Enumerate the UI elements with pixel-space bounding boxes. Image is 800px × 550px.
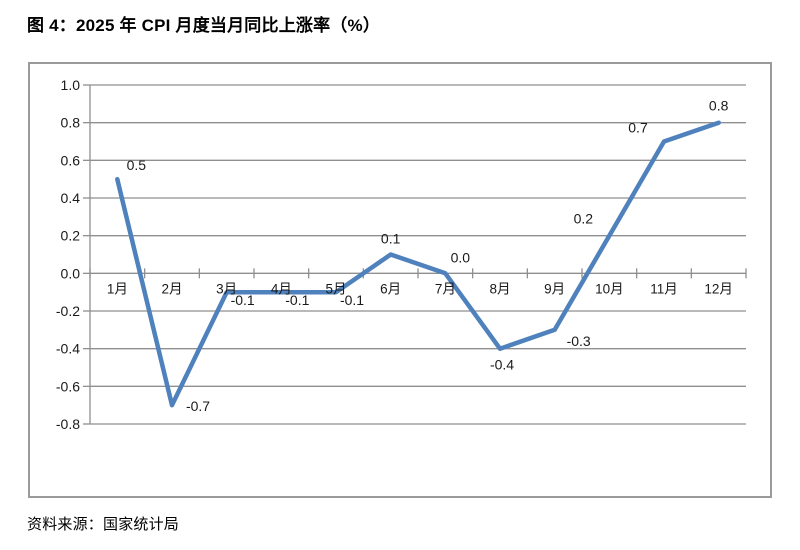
y-tick-label: 1.0 bbox=[61, 77, 81, 93]
data-label: -0.1 bbox=[340, 292, 364, 308]
y-tick-label: -0.4 bbox=[56, 341, 80, 357]
x-tick-label: 6月 bbox=[380, 281, 401, 296]
data-label: 0.8 bbox=[709, 98, 729, 114]
y-tick-label: 0.6 bbox=[61, 152, 81, 168]
data-label: -0.1 bbox=[285, 292, 309, 308]
source-note: 资料来源：国家统计局 bbox=[27, 516, 180, 533]
data-label: 0.1 bbox=[381, 231, 401, 247]
y-tick-label: -0.6 bbox=[56, 378, 80, 394]
x-tick-label: 9月 bbox=[544, 281, 565, 296]
data-label: -0.1 bbox=[231, 292, 255, 308]
y-tick-label: -0.2 bbox=[56, 303, 80, 319]
x-tick-label: 10月 bbox=[595, 281, 624, 296]
data-label: -0.4 bbox=[490, 357, 514, 373]
x-tick-label: 1月 bbox=[107, 281, 128, 296]
x-tick-label: 5月 bbox=[325, 281, 346, 296]
x-tick-label: 8月 bbox=[489, 281, 510, 296]
figure-caption: 图 4：2025 年 CPI 月度当月同比上涨率（%） bbox=[27, 16, 381, 35]
x-tick-label: 4月 bbox=[271, 281, 292, 296]
x-tick-label: 12月 bbox=[704, 281, 733, 296]
y-tick-label: -0.8 bbox=[56, 416, 80, 432]
data-label: 0.0 bbox=[451, 249, 471, 265]
cpi-line-chart: 1.0 0.8 0.6 0.4 0.2 0.0 -0.2 -0.4 -0.6 -0.8 1月 2月 3月… bbox=[56, 77, 747, 432]
chart-container: 1.0 0.8 0.6 0.4 0.2 0.0 -0.2 -0.4 -0.6 -0.8 1月 2月 3月… bbox=[28, 62, 772, 498]
x-tick-label: 7月 bbox=[435, 281, 456, 296]
x-tick-label: 3月 bbox=[216, 281, 237, 296]
data-label: 0.5 bbox=[127, 157, 147, 173]
cpi-series-line bbox=[115, 120, 721, 408]
y-tick-label: 0.8 bbox=[61, 115, 81, 131]
x-tick-label: 2月 bbox=[161, 281, 182, 296]
data-label: -0.7 bbox=[186, 398, 210, 414]
data-label: 0.2 bbox=[574, 211, 594, 227]
x-tick-label: 11月 bbox=[650, 281, 678, 296]
data-label: 0.7 bbox=[628, 120, 648, 136]
y-tick-label: 0.2 bbox=[61, 228, 81, 244]
y-tick-label: 0.0 bbox=[61, 265, 81, 281]
data-label: -0.3 bbox=[567, 333, 591, 349]
y-tick-label: 0.4 bbox=[61, 190, 81, 206]
